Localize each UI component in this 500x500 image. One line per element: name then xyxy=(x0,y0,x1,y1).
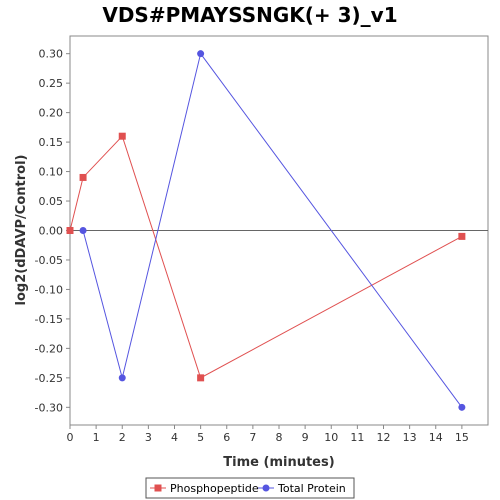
legend-label: Phosphopeptide xyxy=(170,482,259,495)
y-tick-label: -0.05 xyxy=(35,254,63,267)
x-tick-label: 2 xyxy=(119,431,126,444)
y-tick-label: 0.15 xyxy=(39,136,64,149)
data-point xyxy=(197,50,205,58)
y-tick-label: -0.15 xyxy=(35,313,63,326)
x-tick-label: 0 xyxy=(67,431,74,444)
x-tick-label: 8 xyxy=(276,431,283,444)
x-tick-label: 14 xyxy=(429,431,443,444)
x-tick-label: 4 xyxy=(171,431,178,444)
legend: Phosphopeptide Total Protein xyxy=(145,477,355,499)
data-point xyxy=(197,374,205,382)
y-tick-label: 0.25 xyxy=(39,77,64,90)
x-tick-label: 10 xyxy=(324,431,338,444)
y-tick-label: 0.10 xyxy=(39,166,64,179)
y-tick-label: -0.20 xyxy=(35,342,63,355)
data-point xyxy=(458,232,466,240)
x-axis: 0 1 2 3 4 5 6 7 8 9 10 11 12 13 14 15 xyxy=(67,425,469,444)
x-tick-label: 6 xyxy=(223,431,230,444)
chart-title: VDS#PMAYSSNGK(+ 3)_v1 xyxy=(102,3,397,27)
x-tick-label: 1 xyxy=(93,431,100,444)
y-tick-label: -0.30 xyxy=(35,401,63,414)
series-layer xyxy=(66,50,466,411)
data-point xyxy=(118,374,126,382)
y-tick-label: 0.20 xyxy=(39,107,64,120)
y-tick-label: -0.10 xyxy=(35,283,63,296)
x-tick-label: 13 xyxy=(403,431,417,444)
x-tick-label: 3 xyxy=(145,431,152,444)
data-point xyxy=(66,227,74,234)
legend-marker xyxy=(262,484,270,492)
y-axis: -0.30 -0.25 -0.20 -0.15 -0.10 -0.05 0.00 0.05 0.… xyxy=(35,48,70,414)
legend-marker xyxy=(154,484,162,492)
y-tick-label: -0.25 xyxy=(35,372,63,385)
y-axis-label: log2(dDAVP/Control) xyxy=(14,155,29,306)
legend-box xyxy=(145,477,355,499)
x-tick-label: 15 xyxy=(455,431,469,444)
y-tick-label: 0.30 xyxy=(39,48,64,61)
data-point xyxy=(79,173,87,181)
x-tick-label: 7 xyxy=(249,431,256,444)
x-axis-label: Time (minutes) xyxy=(223,455,334,470)
x-tick-label: 5 xyxy=(197,431,204,444)
x-tick-label: 11 xyxy=(350,431,364,444)
data-point xyxy=(118,132,126,140)
data-point xyxy=(458,403,466,411)
x-tick-label: 9 xyxy=(302,431,309,444)
series-line xyxy=(82,52,463,408)
legend-label: Total Protein xyxy=(277,482,346,495)
y-tick-label: 0.05 xyxy=(39,195,64,208)
data-point xyxy=(79,227,87,234)
x-tick-label: 12 xyxy=(377,431,391,444)
y-tick-label: 0.00 xyxy=(39,225,64,238)
